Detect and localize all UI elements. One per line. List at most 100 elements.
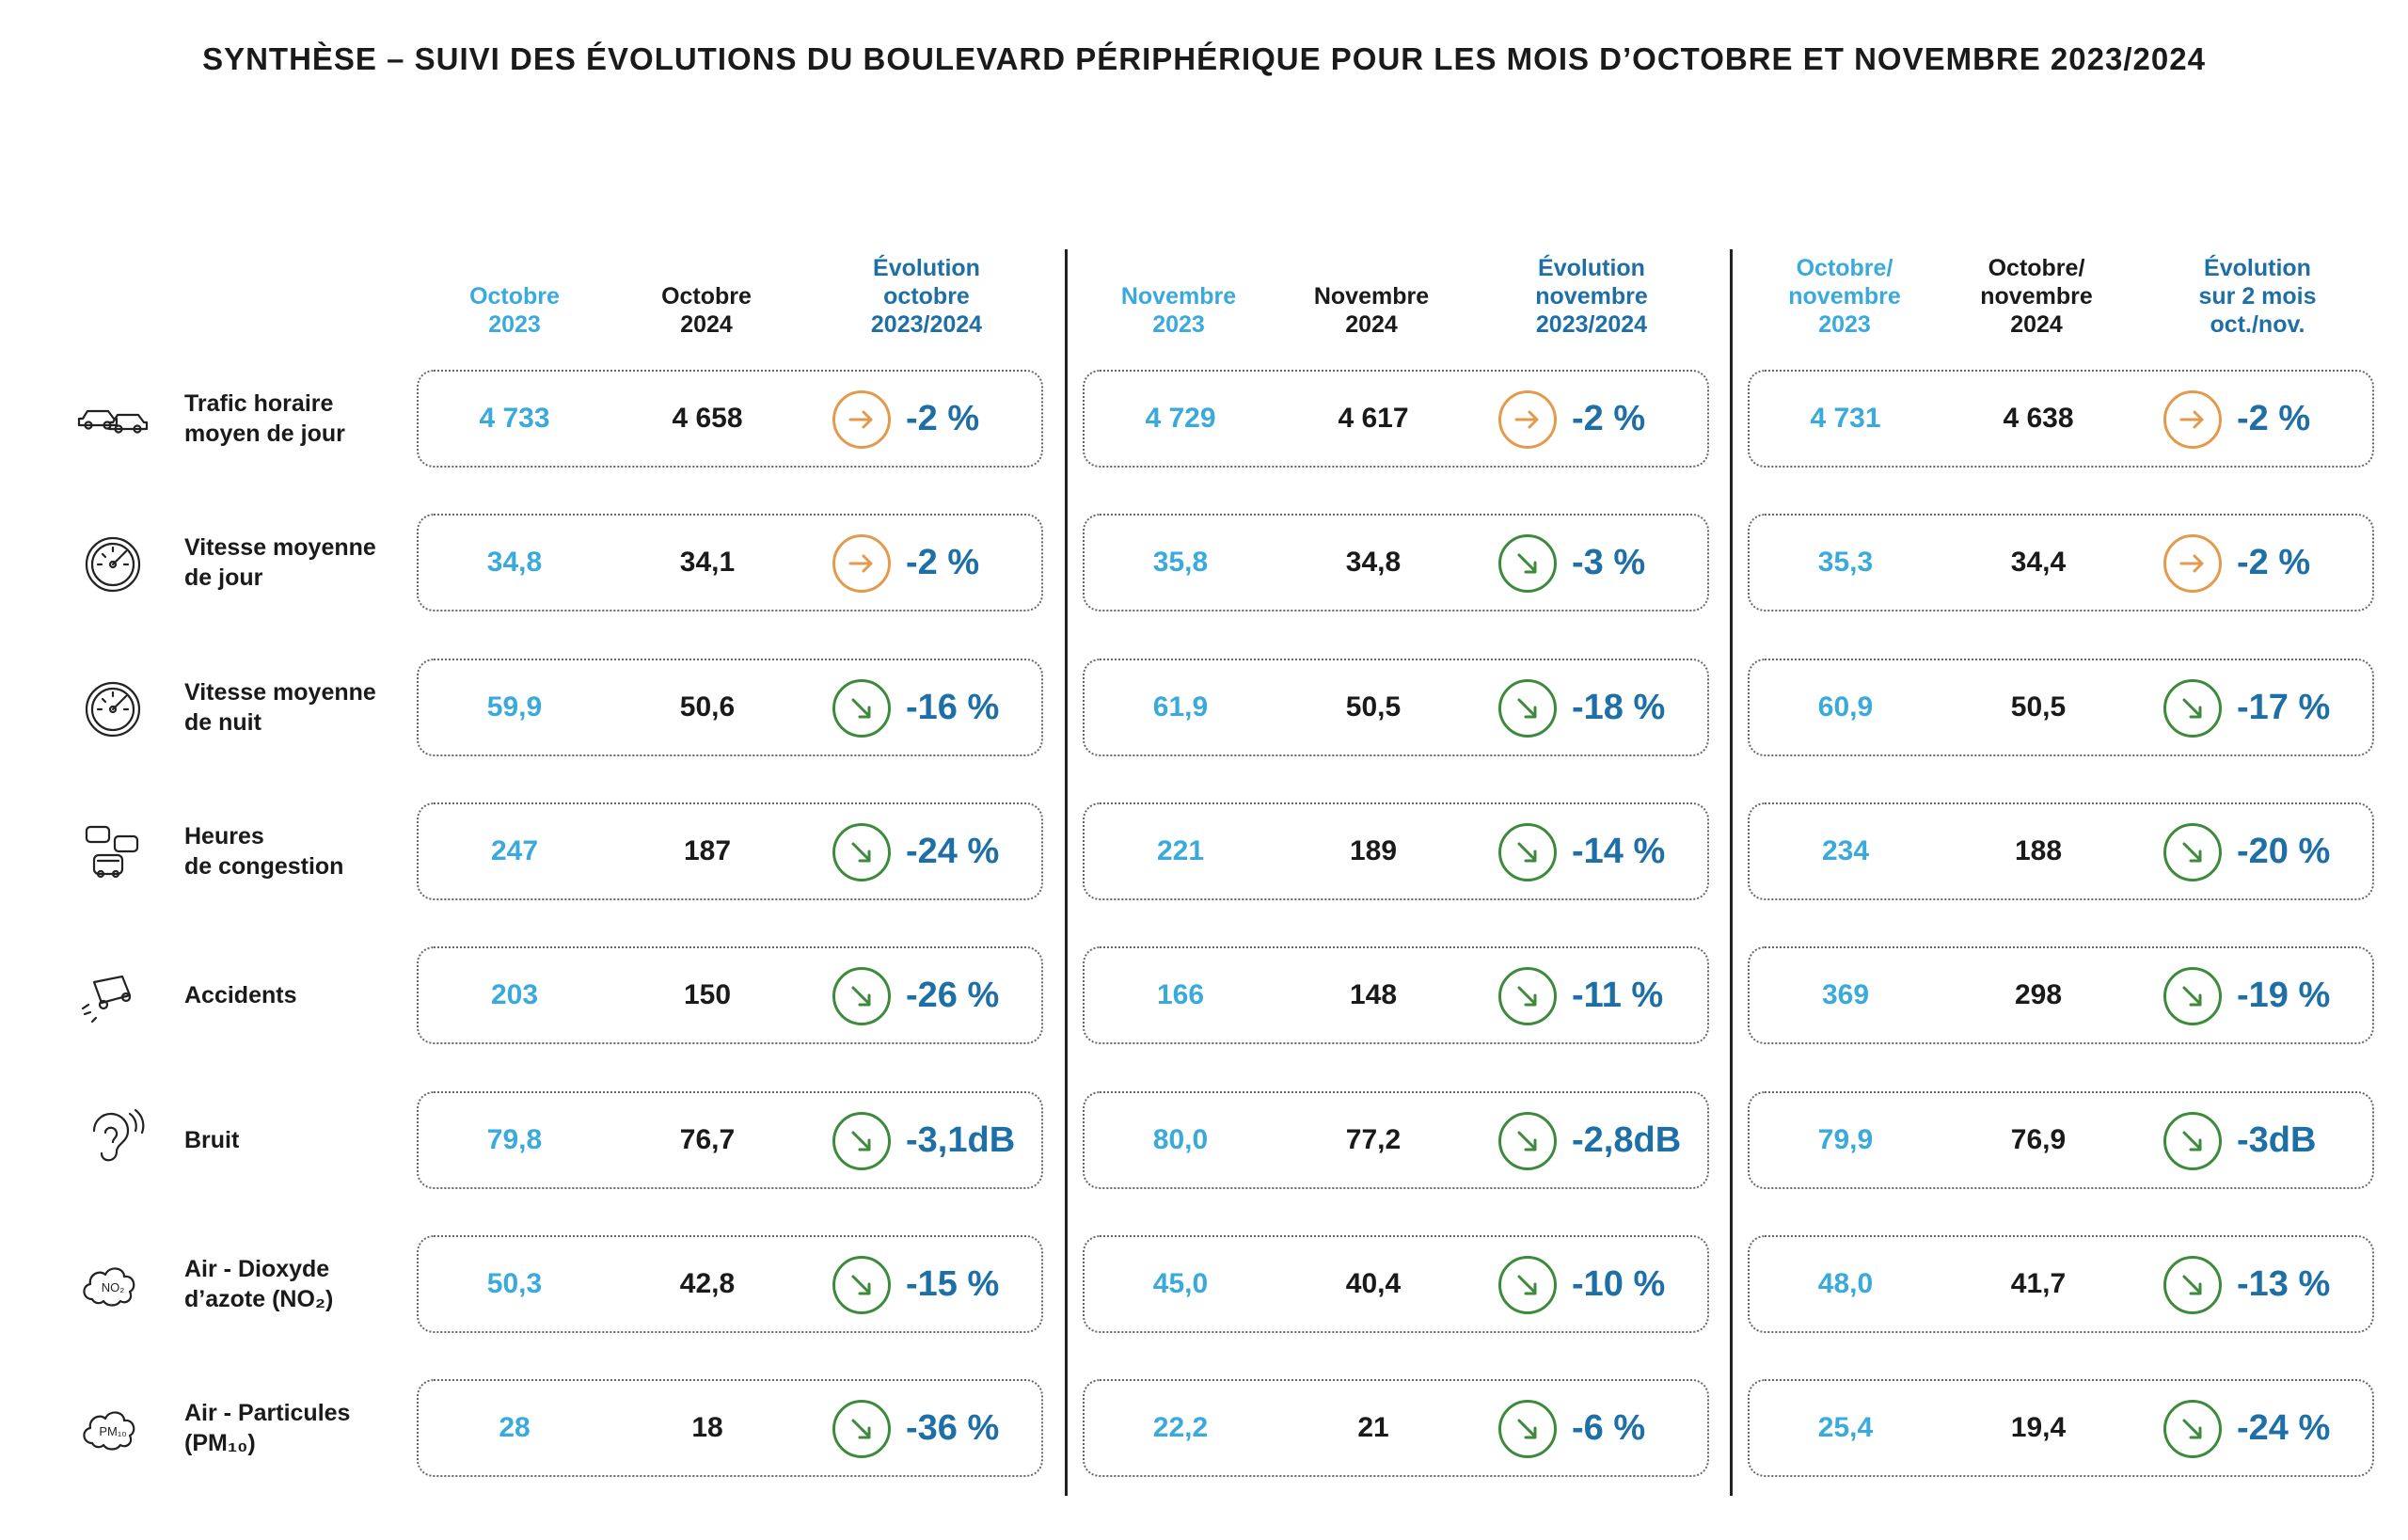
arrow-down-right-icon bbox=[1498, 967, 1557, 1025]
evolution-percent: -2 % bbox=[2237, 399, 2311, 438]
no2-cloud-icon: NO₂ bbox=[75, 1246, 150, 1322]
evolution-percent: -6 % bbox=[1572, 1408, 1646, 1448]
value-2024: 76,7 bbox=[679, 1124, 736, 1155]
value-2024: 188 bbox=[2014, 835, 2063, 866]
evolution-percent: -14 % bbox=[1572, 832, 1666, 871]
evolution-percent: -24 % bbox=[906, 832, 1000, 871]
data-cell-group: 234 188 -20 % bbox=[1748, 802, 2374, 900]
evolution-percent: -2 % bbox=[906, 543, 980, 582]
arrow-right-icon bbox=[2163, 390, 2222, 449]
value-2024: 50,6 bbox=[679, 691, 736, 722]
data-cell-group: 48,0 41,7 -13 % bbox=[1748, 1235, 2374, 1333]
value-2023: 35,3 bbox=[1817, 547, 1874, 578]
arrow-down-right-icon bbox=[2163, 1400, 2222, 1458]
arrow-down-right-icon bbox=[2163, 1112, 2222, 1170]
value-2024: 4 658 bbox=[672, 403, 743, 434]
arrow-down-right-icon bbox=[832, 679, 891, 738]
arrow-down-right-icon bbox=[1498, 1112, 1557, 1170]
value-2024: 76,9 bbox=[2010, 1124, 2067, 1155]
value-2024: 4 638 bbox=[2003, 403, 2074, 434]
column-header-y2023: Octobre/ novembre 2023 bbox=[1788, 255, 1901, 338]
value-2023: 247 bbox=[490, 835, 539, 866]
evolution-percent: -10 % bbox=[1572, 1264, 1666, 1304]
value-2024: 34,1 bbox=[679, 547, 736, 578]
arrow-down-right-icon bbox=[2163, 967, 2222, 1025]
arrow-right-icon bbox=[2163, 534, 2222, 593]
arrow-down-right-icon bbox=[832, 1256, 891, 1314]
data-cell-group: 45,0 40,4 -10 % bbox=[1083, 1235, 1709, 1333]
value-2023: 48,0 bbox=[1817, 1268, 1874, 1299]
arrow-down-right-icon bbox=[1498, 823, 1557, 881]
evolution-percent: -16 % bbox=[906, 688, 1000, 727]
value-2024: 77,2 bbox=[1345, 1124, 1402, 1155]
column-header-evo: Évolution octobre 2023/2024 bbox=[870, 255, 983, 338]
column-header-y2023: Octobre 2023 bbox=[469, 283, 560, 338]
ear-icon bbox=[75, 1103, 150, 1178]
arrow-down-right-icon bbox=[1498, 1256, 1557, 1314]
value-2024: 50,5 bbox=[1345, 691, 1402, 722]
value-2023: 59,9 bbox=[486, 691, 543, 722]
value-2023: 34,8 bbox=[486, 547, 543, 578]
speedometer-icon bbox=[75, 525, 150, 600]
value-2024: 50,5 bbox=[2010, 691, 2067, 722]
data-cell-group: 50,3 42,8 -15 % bbox=[417, 1235, 1043, 1333]
evolution-percent: -2 % bbox=[2237, 543, 2311, 582]
value-2023: 369 bbox=[1821, 979, 1870, 1010]
column-header-y2024: Octobre/ novembre 2024 bbox=[1980, 255, 2093, 338]
value-2023: 25,4 bbox=[1817, 1412, 1874, 1443]
arrow-down-right-icon bbox=[832, 1400, 891, 1458]
value-2024: 150 bbox=[683, 979, 732, 1010]
data-cell-group: 60,9 50,5 -17 % bbox=[1748, 659, 2374, 756]
group-divider bbox=[1730, 249, 1733, 1496]
evolution-percent: -20 % bbox=[2237, 832, 2331, 871]
arrow-down-right-icon bbox=[832, 967, 891, 1025]
evolution-percent: -17 % bbox=[2237, 688, 2331, 727]
value-2024: 187 bbox=[683, 835, 732, 866]
column-header-evo: Évolution novembre 2023/2024 bbox=[1535, 255, 1648, 338]
value-2023: 166 bbox=[1156, 979, 1205, 1010]
row-label: Trafic horaire moyen de jour bbox=[184, 390, 345, 447]
row-label: Heures de congestion bbox=[184, 823, 344, 880]
traffic-jam-icon bbox=[75, 814, 150, 889]
data-cell-group: 166 148 -11 % bbox=[1083, 946, 1709, 1044]
value-2023: 203 bbox=[490, 979, 539, 1010]
evolution-percent: -2 % bbox=[906, 399, 980, 438]
data-cell-group: 4 731 4 638 -2 % bbox=[1748, 370, 2374, 468]
column-header-y2023: Novembre 2023 bbox=[1120, 283, 1237, 338]
evolution-percent: -3,1dB bbox=[906, 1120, 1016, 1160]
data-cell-group: 34,8 34,1 -2 % bbox=[417, 514, 1043, 611]
value-2024: 34,4 bbox=[2010, 547, 2067, 578]
evolution-percent: -3dB bbox=[2237, 1120, 2317, 1160]
row-label: Vitesse moyenne de nuit bbox=[184, 679, 376, 736]
pm10-icon-label: PM₁₀ bbox=[99, 1424, 126, 1438]
data-cell-group: 22,2 21 -6 % bbox=[1083, 1379, 1709, 1477]
value-2023: 22,2 bbox=[1152, 1412, 1209, 1443]
arrow-down-right-icon bbox=[2163, 679, 2222, 738]
column-header-y2024: Novembre 2024 bbox=[1313, 283, 1430, 338]
row-label: Air - Particules (PM₁₀) bbox=[184, 1400, 351, 1456]
arrow-right-icon bbox=[832, 390, 891, 449]
data-cell-group: 203 150 -26 % bbox=[417, 946, 1043, 1044]
value-2023: 61,9 bbox=[1152, 691, 1209, 722]
value-2024: 41,7 bbox=[2010, 1268, 2067, 1299]
speedometer-icon bbox=[75, 670, 150, 745]
value-2024: 298 bbox=[2014, 979, 2063, 1010]
arrow-down-right-icon bbox=[2163, 823, 2222, 881]
value-2023: 4 731 bbox=[1810, 403, 1881, 434]
arrow-down-right-icon bbox=[1498, 1400, 1557, 1458]
group-divider bbox=[1065, 249, 1068, 1496]
value-2024: 4 617 bbox=[1338, 403, 1409, 434]
arrow-right-icon bbox=[1498, 390, 1557, 449]
data-cell-group: 25,4 19,4 -24 % bbox=[1748, 1379, 2374, 1477]
column-header-evo: Évolution sur 2 mois oct./nov. bbox=[2198, 255, 2317, 338]
evolution-percent: -3 % bbox=[1572, 543, 1646, 582]
value-2023: 4 733 bbox=[479, 403, 550, 434]
value-2023: 221 bbox=[1156, 835, 1205, 866]
value-2023: 28 bbox=[499, 1412, 531, 1443]
value-2023: 45,0 bbox=[1152, 1268, 1209, 1299]
row-label: Air - Dioxyde d’azote (NO₂) bbox=[184, 1256, 334, 1312]
row-label: Bruit bbox=[184, 1127, 240, 1153]
value-2023: 4 729 bbox=[1145, 403, 1216, 434]
evolution-percent: -2 % bbox=[1572, 399, 1646, 438]
data-cell-group: 35,3 34,4 -2 % bbox=[1748, 514, 2374, 611]
